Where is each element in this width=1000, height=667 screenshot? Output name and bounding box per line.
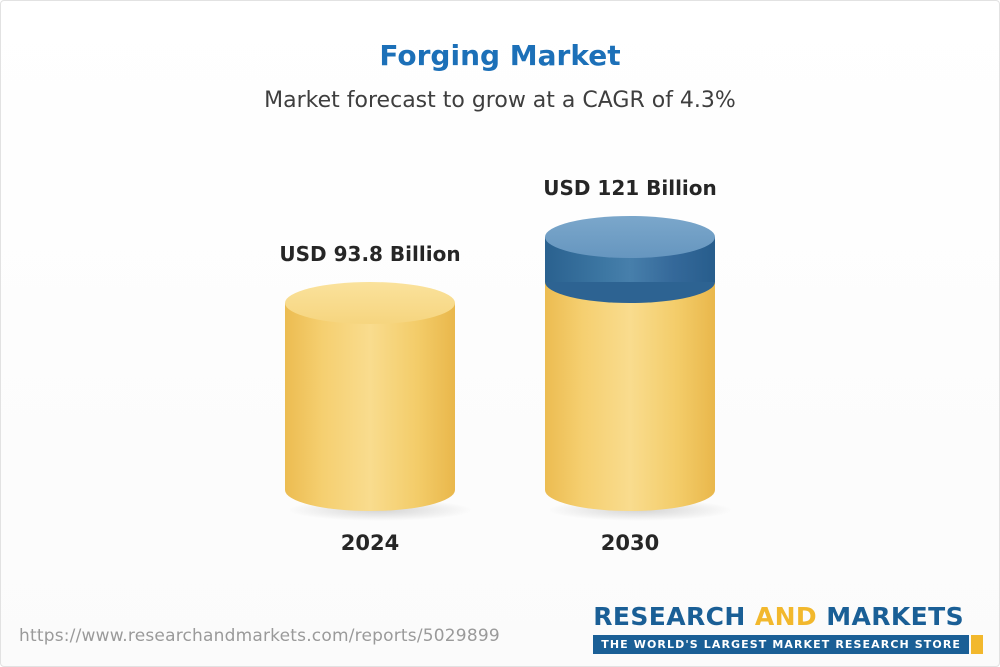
bar-value-label-2030: USD 121 Billion: [543, 176, 717, 200]
logo-tagline-bar: THE WORLD'S LARGEST MARKET RESEARCH STOR…: [593, 635, 983, 654]
bar-group-2030: USD 121 Billion 2030: [510, 155, 750, 555]
chart-subtitle: Market forecast to grow at a CAGR of 4.3…: [264, 88, 736, 113]
x-axis-label-2030: 2030: [600, 531, 660, 555]
bar-value-label-2024: USD 93.8 Billion: [279, 242, 461, 266]
source-url: https://www.researchandmarkets.com/repor…: [19, 626, 500, 646]
cylinder-2030-top-ellipse: [545, 216, 715, 258]
cylinder-2030: [545, 216, 733, 521]
research-and-markets-logo: RESEARCH AND MARKETS THE WORLD'S LARGEST…: [593, 602, 983, 654]
cylinder-2024-top-ellipse: [285, 282, 455, 324]
logo-wordmark: RESEARCH AND MARKETS: [593, 602, 983, 631]
logo-tagline-text: THE WORLD'S LARGEST MARKET RESEARCH STOR…: [593, 635, 969, 654]
logo-yellow-square: [971, 635, 983, 654]
logo-word-and: AND: [754, 602, 818, 631]
x-axis-label-2024: 2024: [340, 531, 400, 555]
chart-title: Forging Market: [379, 39, 621, 72]
cylinder-2030-base-segment: [545, 282, 715, 511]
bar-group-2024: USD 93.8 Billion 2024: [250, 155, 490, 555]
logo-word-markets: MARKETS: [826, 602, 964, 631]
plot-area: USD 93.8 Billion 2024 USD 121 Billion 20…: [1, 155, 999, 555]
cylinder-2024-body: [285, 303, 455, 511]
cylinder-2024: [285, 282, 473, 521]
logo-word-research: RESEARCH: [593, 602, 746, 631]
